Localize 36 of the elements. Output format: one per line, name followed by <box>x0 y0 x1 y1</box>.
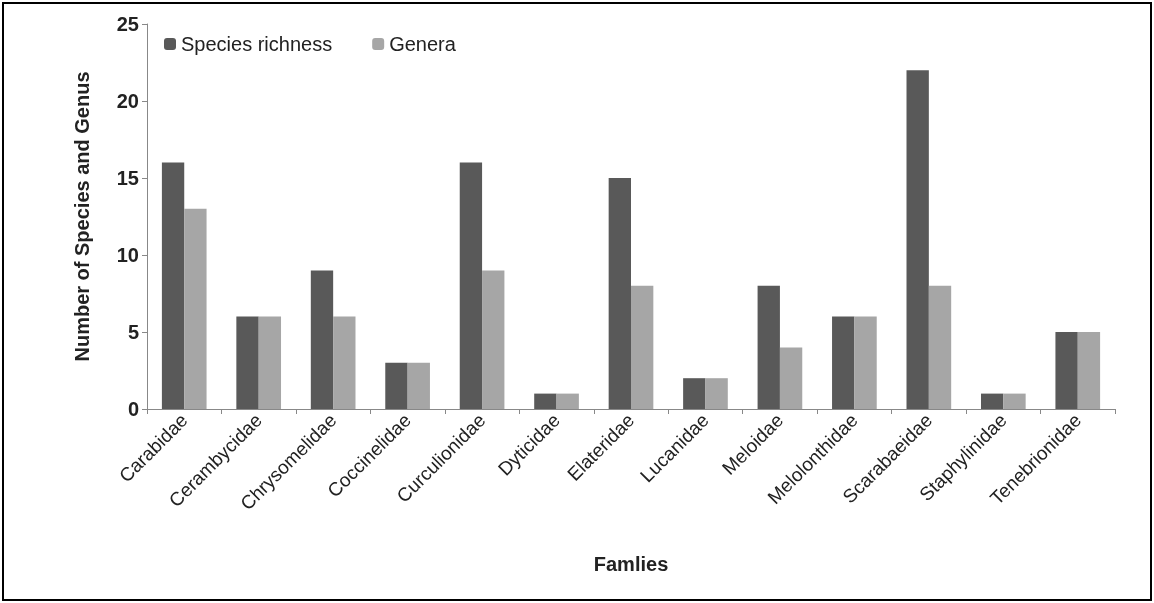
bar <box>258 316 282 409</box>
bar <box>184 208 207 409</box>
bar <box>705 378 728 409</box>
y-tick-label: 5 <box>127 321 139 343</box>
bar <box>757 285 780 409</box>
y-axis-title: Number of Species and Genus <box>71 71 93 362</box>
bar <box>854 316 877 409</box>
bar <box>608 178 631 409</box>
bar <box>236 316 259 409</box>
legend-label: Genera <box>389 33 457 55</box>
bar <box>980 393 1004 409</box>
bar <box>385 362 408 409</box>
bar <box>161 162 185 409</box>
bar <box>832 316 855 409</box>
bar <box>407 362 430 409</box>
y-tick-label: 25 <box>116 13 139 35</box>
bar <box>534 393 557 409</box>
bar <box>1003 393 1026 409</box>
bar <box>906 70 929 409</box>
bar <box>631 285 654 409</box>
bar <box>333 316 356 409</box>
y-tick-label: 20 <box>116 90 139 112</box>
bar <box>556 393 579 409</box>
y-tick-label: 0 <box>127 398 139 420</box>
legend-label: Species richness <box>181 33 333 55</box>
y-tick-label: 10 <box>116 244 139 266</box>
bar <box>482 270 505 409</box>
bar <box>1077 332 1101 409</box>
y-tick-label: 15 <box>116 167 139 189</box>
x-axis-title: Famlies <box>593 553 669 575</box>
bar <box>779 347 803 409</box>
bar <box>310 270 334 409</box>
bar <box>928 285 952 409</box>
bar <box>683 378 706 409</box>
bar <box>459 162 483 409</box>
bar <box>1055 332 1078 409</box>
